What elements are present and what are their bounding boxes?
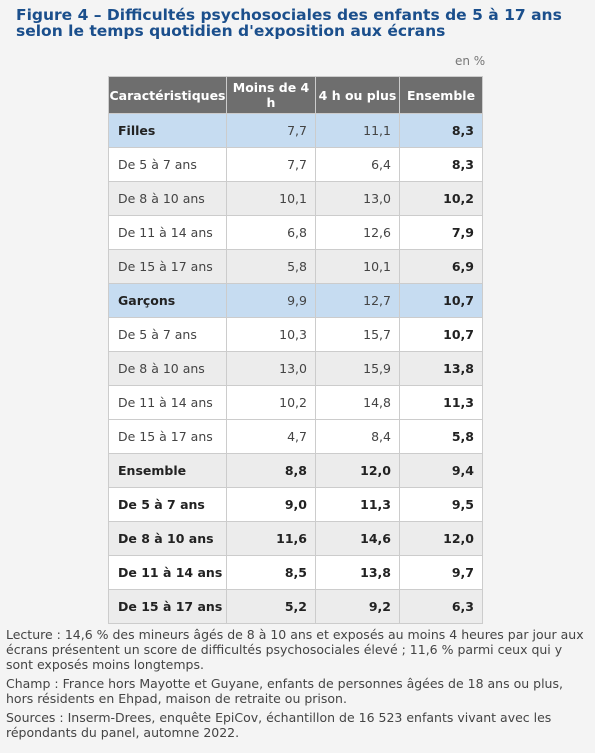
table-row: De 5 à 7 ans 7,7 6,4 8,3: [108, 147, 483, 182]
row-label: De 15 à 17 ans: [108, 419, 227, 454]
cell-ensemble: 10,2: [399, 181, 483, 216]
cell-4h-ou-plus: 9,2: [315, 589, 400, 624]
cell-4h-ou-plus: 13,8: [315, 555, 400, 590]
cell-ensemble: 6,9: [399, 249, 483, 284]
cell-moins-de-4h: 4,7: [226, 419, 316, 454]
row-label: Ensemble: [108, 453, 227, 488]
cell-ensemble: 8,3: [399, 147, 483, 182]
cell-4h-ou-plus: 15,9: [315, 351, 400, 386]
table-row: Filles 7,7 11,1 8,3: [108, 113, 483, 148]
table-row: De 15 à 17 ans 4,7 8,4 5,8: [108, 419, 483, 454]
table-row: De 5 à 7 ans 10,3 15,7 10,7: [108, 317, 483, 352]
table-row: Ensemble 8,8 12,0 9,4: [108, 453, 483, 488]
column-header-ensemble: Ensemble: [399, 76, 483, 114]
cell-4h-ou-plus: 15,7: [315, 317, 400, 352]
cell-4h-ou-plus: 8,4: [315, 419, 400, 454]
cell-ensemble: 6,3: [399, 589, 483, 624]
row-label: De 5 à 7 ans: [108, 147, 227, 182]
cell-ensemble: 9,4: [399, 453, 483, 488]
cell-moins-de-4h: 5,2: [226, 589, 316, 624]
cell-moins-de-4h: 10,1: [226, 181, 316, 216]
figure-notes: Lecture : 14,6 % des mineurs âgés de 8 à…: [6, 627, 586, 744]
row-label: Garçons: [108, 283, 227, 318]
table-row: De 15 à 17 ans 5,8 10,1 6,9: [108, 249, 483, 284]
table-row: De 8 à 10 ans 10,1 13,0 10,2: [108, 181, 483, 216]
cell-moins-de-4h: 7,7: [226, 147, 316, 182]
cell-ensemble: 12,0: [399, 521, 483, 556]
table-row: De 15 à 17 ans 5,2 9,2 6,3: [108, 589, 483, 624]
cell-4h-ou-plus: 14,8: [315, 385, 400, 420]
cell-4h-ou-plus: 6,4: [315, 147, 400, 182]
row-label: De 5 à 7 ans: [108, 317, 227, 352]
cell-4h-ou-plus: 14,6: [315, 521, 400, 556]
note-sources: Sources : Inserm-Drees, enquête EpiCov, …: [6, 710, 552, 740]
row-label: De 5 à 7 ans: [108, 487, 227, 522]
row-label: De 8 à 10 ans: [108, 351, 227, 386]
cell-ensemble: 5,8: [399, 419, 483, 454]
cell-moins-de-4h: 11,6: [226, 521, 316, 556]
column-header-caracteristiques: Caractéristiques: [108, 76, 227, 114]
row-label: De 15 à 17 ans: [108, 249, 227, 284]
figure-title: Figure 4 – Difficultés psychosociales de…: [16, 6, 562, 40]
cell-4h-ou-plus: 12,7: [315, 283, 400, 318]
cell-moins-de-4h: 8,5: [226, 555, 316, 590]
cell-moins-de-4h: 6,8: [226, 215, 316, 250]
cell-ensemble: 10,7: [399, 317, 483, 352]
cell-4h-ou-plus: 11,3: [315, 487, 400, 522]
row-label: De 11 à 14 ans: [108, 555, 227, 590]
cell-ensemble: 9,5: [399, 487, 483, 522]
cell-4h-ou-plus: 13,0: [315, 181, 400, 216]
data-table: Caractéristiques Moins de 4 h 4 h ou plu…: [108, 76, 483, 624]
note-lecture: Lecture : 14,6 % des mineurs âgés de 8 à…: [6, 627, 584, 672]
cell-4h-ou-plus: 10,1: [315, 249, 400, 284]
cell-moins-de-4h: 10,2: [226, 385, 316, 420]
cell-moins-de-4h: 13,0: [226, 351, 316, 386]
cell-ensemble: 8,3: [399, 113, 483, 148]
cell-ensemble: 9,7: [399, 555, 483, 590]
row-label: De 11 à 14 ans: [108, 215, 227, 250]
cell-4h-ou-plus: 12,0: [315, 453, 400, 488]
table-row: De 8 à 10 ans 13,0 15,9 13,8: [108, 351, 483, 386]
table-row: Garçons 9,9 12,7 10,7: [108, 283, 483, 318]
column-header-moins-de-4h: Moins de 4 h: [226, 76, 316, 114]
cell-ensemble: 7,9: [399, 215, 483, 250]
row-label: De 15 à 17 ans: [108, 589, 227, 624]
cell-ensemble: 10,7: [399, 283, 483, 318]
cell-4h-ou-plus: 11,1: [315, 113, 400, 148]
table-row: De 11 à 14 ans 6,8 12,6 7,9: [108, 215, 483, 250]
cell-ensemble: 11,3: [399, 385, 483, 420]
unit-label: en %: [455, 54, 486, 68]
row-label: De 11 à 14 ans: [108, 385, 227, 420]
cell-moins-de-4h: 10,3: [226, 317, 316, 352]
cell-4h-ou-plus: 12,6: [315, 215, 400, 250]
table-header-row: Caractéristiques Moins de 4 h 4 h ou plu…: [108, 76, 483, 114]
table-row: De 5 à 7 ans 9,0 11,3 9,5: [108, 487, 483, 522]
row-label: Filles: [108, 113, 227, 148]
cell-moins-de-4h: 5,8: [226, 249, 316, 284]
cell-moins-de-4h: 8,8: [226, 453, 316, 488]
cell-moins-de-4h: 9,9: [226, 283, 316, 318]
row-label: De 8 à 10 ans: [108, 181, 227, 216]
column-header-4h-ou-plus: 4 h ou plus: [315, 76, 400, 114]
table-row: De 8 à 10 ans 11,6 14,6 12,0: [108, 521, 483, 556]
cell-ensemble: 13,8: [399, 351, 483, 386]
note-champ: Champ : France hors Mayotte et Guyane, e…: [6, 676, 563, 706]
row-label: De 8 à 10 ans: [108, 521, 227, 556]
table-row: De 11 à 14 ans 10,2 14,8 11,3: [108, 385, 483, 420]
cell-moins-de-4h: 7,7: [226, 113, 316, 148]
table-row: De 11 à 14 ans 8,5 13,8 9,7: [108, 555, 483, 590]
cell-moins-de-4h: 9,0: [226, 487, 316, 522]
